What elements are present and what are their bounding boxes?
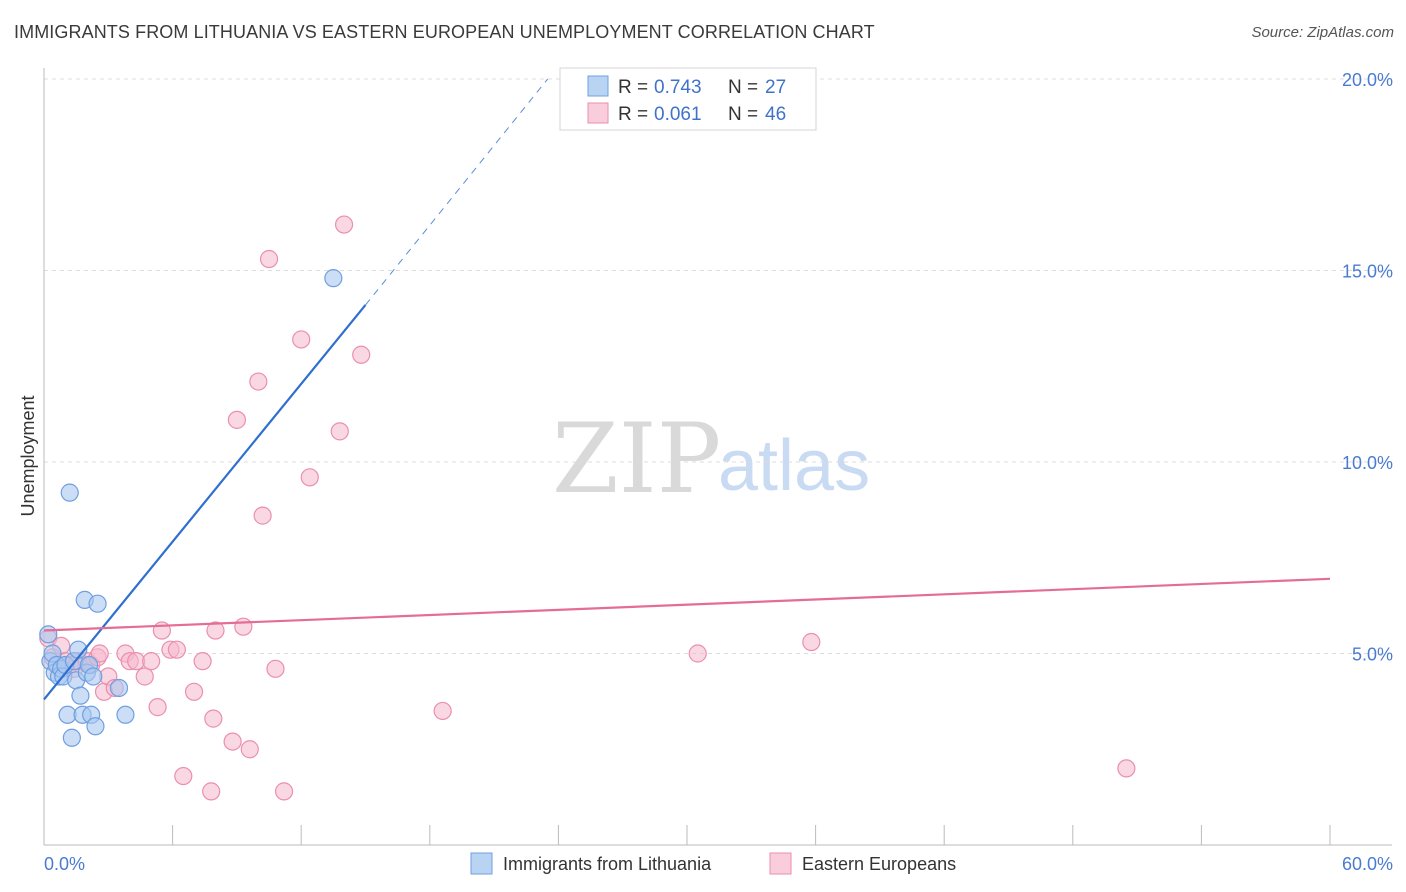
data-point-eastern-europeans xyxy=(352,345,371,364)
data-point-eastern-europeans xyxy=(249,372,268,391)
data-point-eastern-europeans xyxy=(240,740,259,759)
trend-line-lithuania xyxy=(43,304,367,701)
gridlines xyxy=(44,78,1392,654)
legend-r-value: 0.061 xyxy=(654,104,702,125)
data-point-eastern-europeans xyxy=(184,682,204,701)
chart-title: IMMIGRANTS FROM LITHUANIA VS EASTERN EUR… xyxy=(14,22,875,42)
series-legend: Immigrants from Lithuania Eastern Europe… xyxy=(470,852,956,875)
data-point-eastern-europeans xyxy=(433,701,452,721)
legend-r-label: R = xyxy=(618,104,648,125)
trend-line-lithuania-extension xyxy=(365,78,549,306)
data-point-lithuania xyxy=(86,717,105,736)
data-point-eastern-europeans xyxy=(292,330,311,349)
data-point-lithuania xyxy=(62,728,81,747)
data-point-eastern-europeans xyxy=(167,640,186,659)
legend-n-value: 46 xyxy=(765,104,786,125)
data-point-lithuania xyxy=(324,269,343,288)
y-axis-label: Unemployment xyxy=(18,395,38,516)
data-point-eastern-europeans xyxy=(223,732,242,751)
legend-swatch-blue xyxy=(587,75,609,97)
data-point-eastern-europeans xyxy=(259,249,279,269)
data-point-eastern-europeans xyxy=(202,782,221,801)
legend-n-label: N = xyxy=(728,77,758,98)
y-tick-label: 15.0% xyxy=(1342,262,1393,282)
data-point-eastern-europeans xyxy=(300,468,319,487)
data-point-eastern-europeans xyxy=(234,617,253,636)
y-tick-label: 20.0% xyxy=(1342,70,1393,90)
legend-n-value: 27 xyxy=(765,77,786,98)
trend-lines xyxy=(43,78,1331,701)
watermark-atlas: atlas xyxy=(718,426,870,506)
data-point-eastern-europeans xyxy=(266,659,285,678)
x-tick-label-min: 0.0% xyxy=(44,854,85,874)
legend-swatch-lithuania xyxy=(470,852,493,875)
data-point-eastern-europeans xyxy=(148,698,167,717)
data-point-eastern-europeans xyxy=(193,652,212,671)
y-tick-labels: 5.0% 10.0% 15.0% 20.0% xyxy=(1342,70,1393,665)
legend-label-eastern-europeans: Eastern Europeans xyxy=(802,854,956,874)
data-point-eastern-europeans xyxy=(274,782,294,801)
data-point-lithuania xyxy=(39,625,58,644)
legend-n-label: N = xyxy=(728,104,758,125)
data-point-eastern-europeans xyxy=(802,632,821,652)
legend-r-label: R = xyxy=(618,77,648,98)
data-point-eastern-europeans xyxy=(688,644,707,663)
y-tick-label: 10.0% xyxy=(1342,453,1393,473)
watermark-zip: ZIP xyxy=(552,403,721,515)
legend-label-lithuania: Immigrants from Lithuania xyxy=(503,854,712,874)
data-point-eastern-europeans xyxy=(142,652,161,671)
data-point-lithuania xyxy=(109,678,129,698)
data-point-eastern-europeans xyxy=(334,215,354,234)
chart-source: Source: ZipAtlas.com xyxy=(1251,24,1394,41)
data-point-lithuania xyxy=(116,705,135,724)
data-point-eastern-europeans xyxy=(90,644,109,663)
y-tick-label: 5.0% xyxy=(1352,645,1393,665)
series-immigrants-from-lithuania xyxy=(39,269,343,747)
legend-swatch-pink xyxy=(587,102,609,124)
watermark: ZIP atlas xyxy=(552,403,870,515)
data-point-lithuania xyxy=(88,594,107,613)
data-point-eastern-europeans xyxy=(1117,759,1136,778)
data-point-eastern-europeans xyxy=(253,506,272,525)
data-point-lithuania xyxy=(84,667,103,686)
data-point-eastern-europeans xyxy=(204,709,223,728)
data-point-eastern-europeans xyxy=(227,410,246,429)
data-point-eastern-europeans xyxy=(330,422,349,441)
data-point-eastern-europeans xyxy=(206,621,225,640)
legend-swatch-eastern-europeans xyxy=(769,852,792,875)
x-tick-marks xyxy=(43,825,1331,845)
data-point-lithuania xyxy=(71,686,90,705)
data-point-eastern-europeans xyxy=(174,766,193,786)
correlation-legend: R = 0.743 N = 27 R = 0.061 N = 46 xyxy=(559,67,817,131)
trend-line-eastern-europeans xyxy=(43,577,1331,632)
x-tick-label-max: 60.0% xyxy=(1342,854,1393,874)
data-point-lithuania xyxy=(60,483,79,502)
data-point-eastern-europeans xyxy=(135,667,154,686)
legend-r-value: 0.743 xyxy=(654,77,702,98)
